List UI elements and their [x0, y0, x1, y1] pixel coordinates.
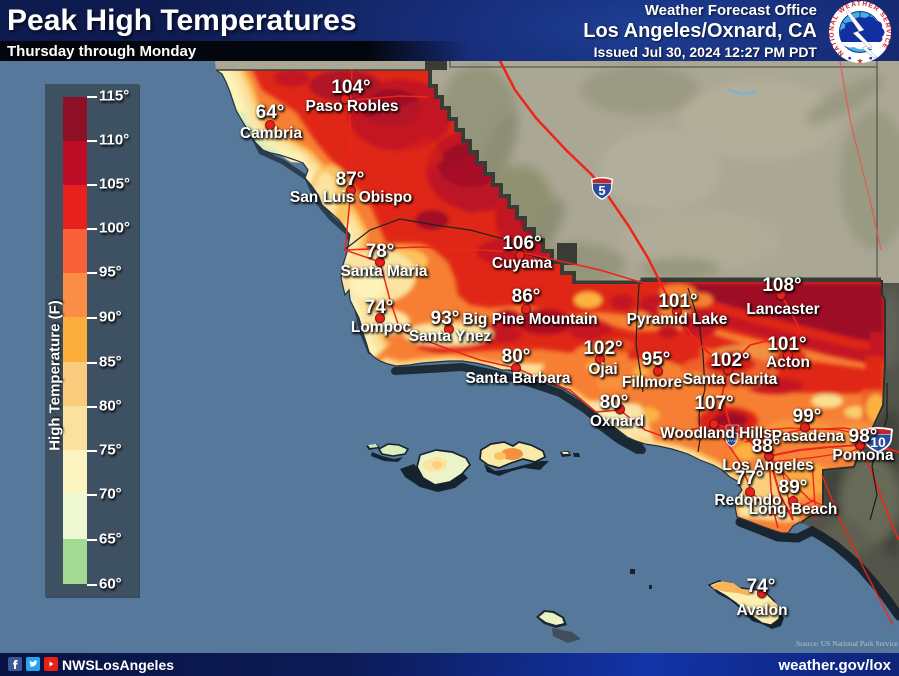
- svg-text:5: 5: [598, 183, 605, 198]
- svg-text:★: ★: [857, 57, 864, 66]
- svg-text:10: 10: [870, 434, 886, 450]
- svg-text:101: 101: [726, 438, 737, 444]
